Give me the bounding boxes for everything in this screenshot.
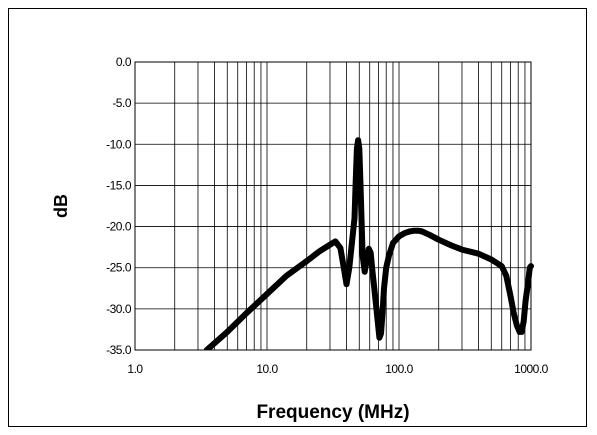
- y-tick-label: -20.0: [106, 220, 132, 234]
- y-axis-title: dB: [51, 194, 71, 218]
- x-tick-label: 1.0: [127, 362, 143, 376]
- y-tick-label: 0.0: [116, 55, 132, 69]
- tick-labels: 1.0 10.0 100.0 1000.0 0.0 -5.0 -10.0 -15.0 -20.0…: [106, 55, 549, 376]
- y-tick-label: -15.0: [106, 178, 132, 192]
- y-tick-label: -5.0: [112, 96, 132, 110]
- plot-area: [134, 61, 532, 351]
- y-tick-label: -35.0: [106, 343, 132, 357]
- x-tick-label: 100.0: [385, 362, 413, 376]
- y-tick-label: -25.0: [106, 261, 132, 275]
- series-line: [203, 137, 534, 350]
- y-tick-label: -10.0: [106, 137, 132, 151]
- x-axis-title: Frequency (MHz): [256, 402, 409, 423]
- x-tick-label: 1000.0: [514, 362, 549, 376]
- grid-lines: [134, 61, 531, 351]
- x-tick-label: 10.0: [256, 362, 278, 376]
- y-tick-label: -30.0: [106, 302, 132, 316]
- chart: 1.0 10.0 100.0 1000.0 0.0 -5.0 -10.0 -15.0 -20.0…: [51, 55, 549, 423]
- series-layer: [203, 137, 534, 350]
- chart-frame: 1.0 10.0 100.0 1000.0 0.0 -5.0 -10.0 -15.0 -20.0…: [8, 8, 587, 427]
